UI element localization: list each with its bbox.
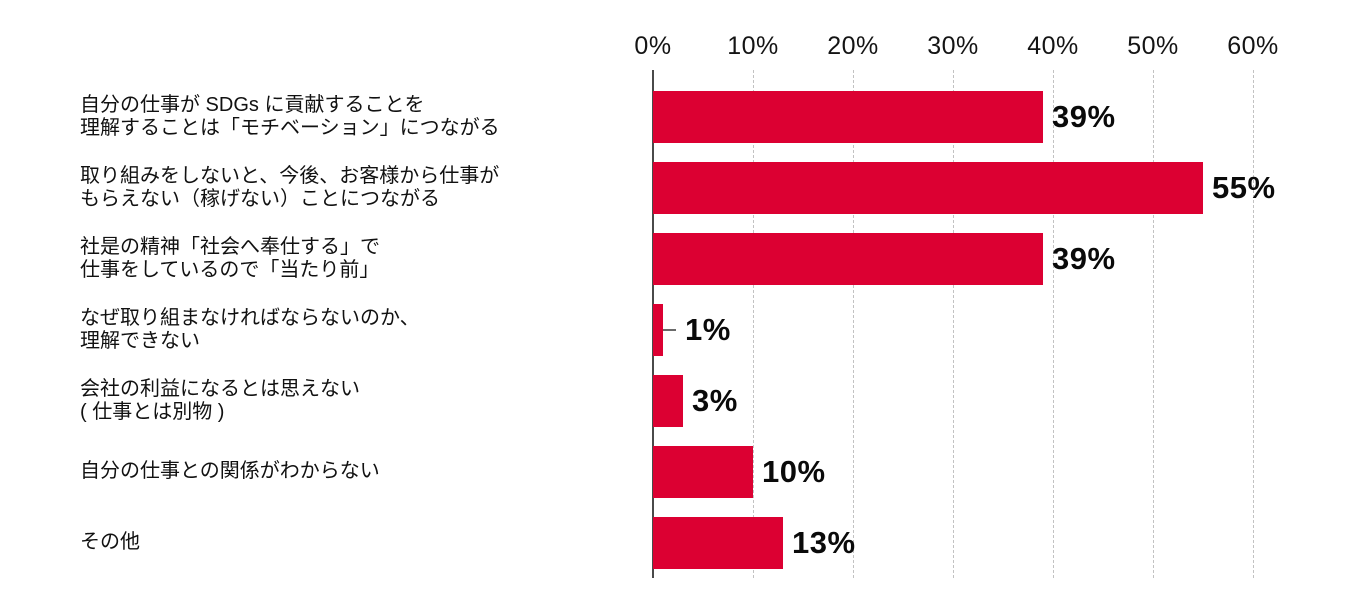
- bar: [653, 445, 753, 498]
- bar: [653, 232, 1043, 285]
- bar: [653, 516, 783, 569]
- category-label: 自分の仕事との関係がわからない: [80, 460, 380, 483]
- category-label: 会社の利益になるとは思えない( 仕事とは別物 ): [80, 378, 360, 424]
- gridline: [853, 70, 854, 578]
- bar-row: 会社の利益になるとは思えない( 仕事とは別物 ) 3%: [0, 365, 1366, 436]
- category-label-line: 自分の仕事との関係がわからない: [80, 460, 380, 482]
- value-label: 13%: [792, 524, 856, 560]
- category-label-line: 理解できない: [80, 329, 200, 352]
- category-label: 社是の精神「社会へ奉仕する」で 仕事をしているので「当たり前」: [80, 236, 380, 282]
- gridline: [1253, 70, 1254, 578]
- category-label-line: その他: [80, 531, 140, 553]
- value-label: 55%: [1212, 169, 1276, 205]
- gridline: [1053, 70, 1054, 578]
- bar-row: なぜ取り組まなければならないのか、 理解できない 1%: [0, 294, 1366, 365]
- value-label: 3%: [692, 382, 738, 418]
- value-label: 39%: [1052, 240, 1116, 276]
- category-label-line: ( 仕事とは別物 ): [80, 400, 225, 423]
- category-label-line: もらえない（稼げない）ことにつながる: [80, 187, 440, 210]
- connector-tick: [663, 328, 676, 331]
- value-label: 10%: [762, 453, 826, 489]
- bar: [653, 374, 683, 427]
- gridline: [1153, 70, 1154, 578]
- bar-row: その他 13%: [0, 507, 1366, 578]
- bar-row: 自分の仕事との関係がわからない 10%: [0, 436, 1366, 507]
- x-axis-tick-label: 50%: [1127, 32, 1179, 60]
- category-label: なぜ取り組まなければならないのか、 理解できない: [80, 307, 420, 353]
- gridline: [753, 70, 754, 578]
- bar-row: 社是の精神「社会へ奉仕する」で 仕事をしているので「当たり前」 39%: [0, 223, 1366, 294]
- x-axis-tick-label: 60%: [1227, 32, 1279, 60]
- category-label: その他: [80, 531, 140, 554]
- x-axis-tick-label: 30%: [927, 32, 979, 60]
- category-label-line: 取り組みをしないと、今後、お客様から仕事が: [80, 164, 500, 187]
- x-axis-tick-label: 40%: [1027, 32, 1079, 60]
- bar: [653, 161, 1203, 214]
- value-label: 1%: [685, 311, 731, 347]
- x-axis-tick-label: 20%: [827, 32, 879, 60]
- bar: [653, 90, 1043, 143]
- category-label-line: なぜ取り組まなければならないのか、: [80, 306, 420, 329]
- category-label-line: 理解することは「モチベーション」につながる: [80, 116, 500, 139]
- value-label: 39%: [1052, 98, 1116, 134]
- x-axis-tick-label: 0%: [634, 32, 672, 60]
- category-label-line: 仕事をしているので「当たり前」: [80, 258, 380, 281]
- bar-row: 取り組みをしないと、今後、お客様から仕事が もらえない（稼げない）ことにつながる 5…: [0, 152, 1366, 223]
- x-axis-tick-label: 10%: [727, 32, 779, 60]
- category-label-line: 自分の仕事が SDGs に貢献することを: [80, 93, 425, 116]
- gridline: [953, 70, 954, 578]
- category-label-line: 会社の利益になるとは思えない: [80, 377, 360, 400]
- bar: [653, 303, 663, 356]
- category-label-line: 社是の精神「社会へ奉仕する」で: [80, 235, 380, 258]
- category-label: 自分の仕事が SDGs に貢献することを 理解することは「モチベーション」につなが…: [80, 94, 500, 140]
- category-label: 取り組みをしないと、今後、お客様から仕事が もらえない（稼げない）ことにつながる: [80, 165, 499, 211]
- bar-row: 自分の仕事が SDGs に貢献することを 理解することは「モチベーション」につなが…: [0, 81, 1366, 152]
